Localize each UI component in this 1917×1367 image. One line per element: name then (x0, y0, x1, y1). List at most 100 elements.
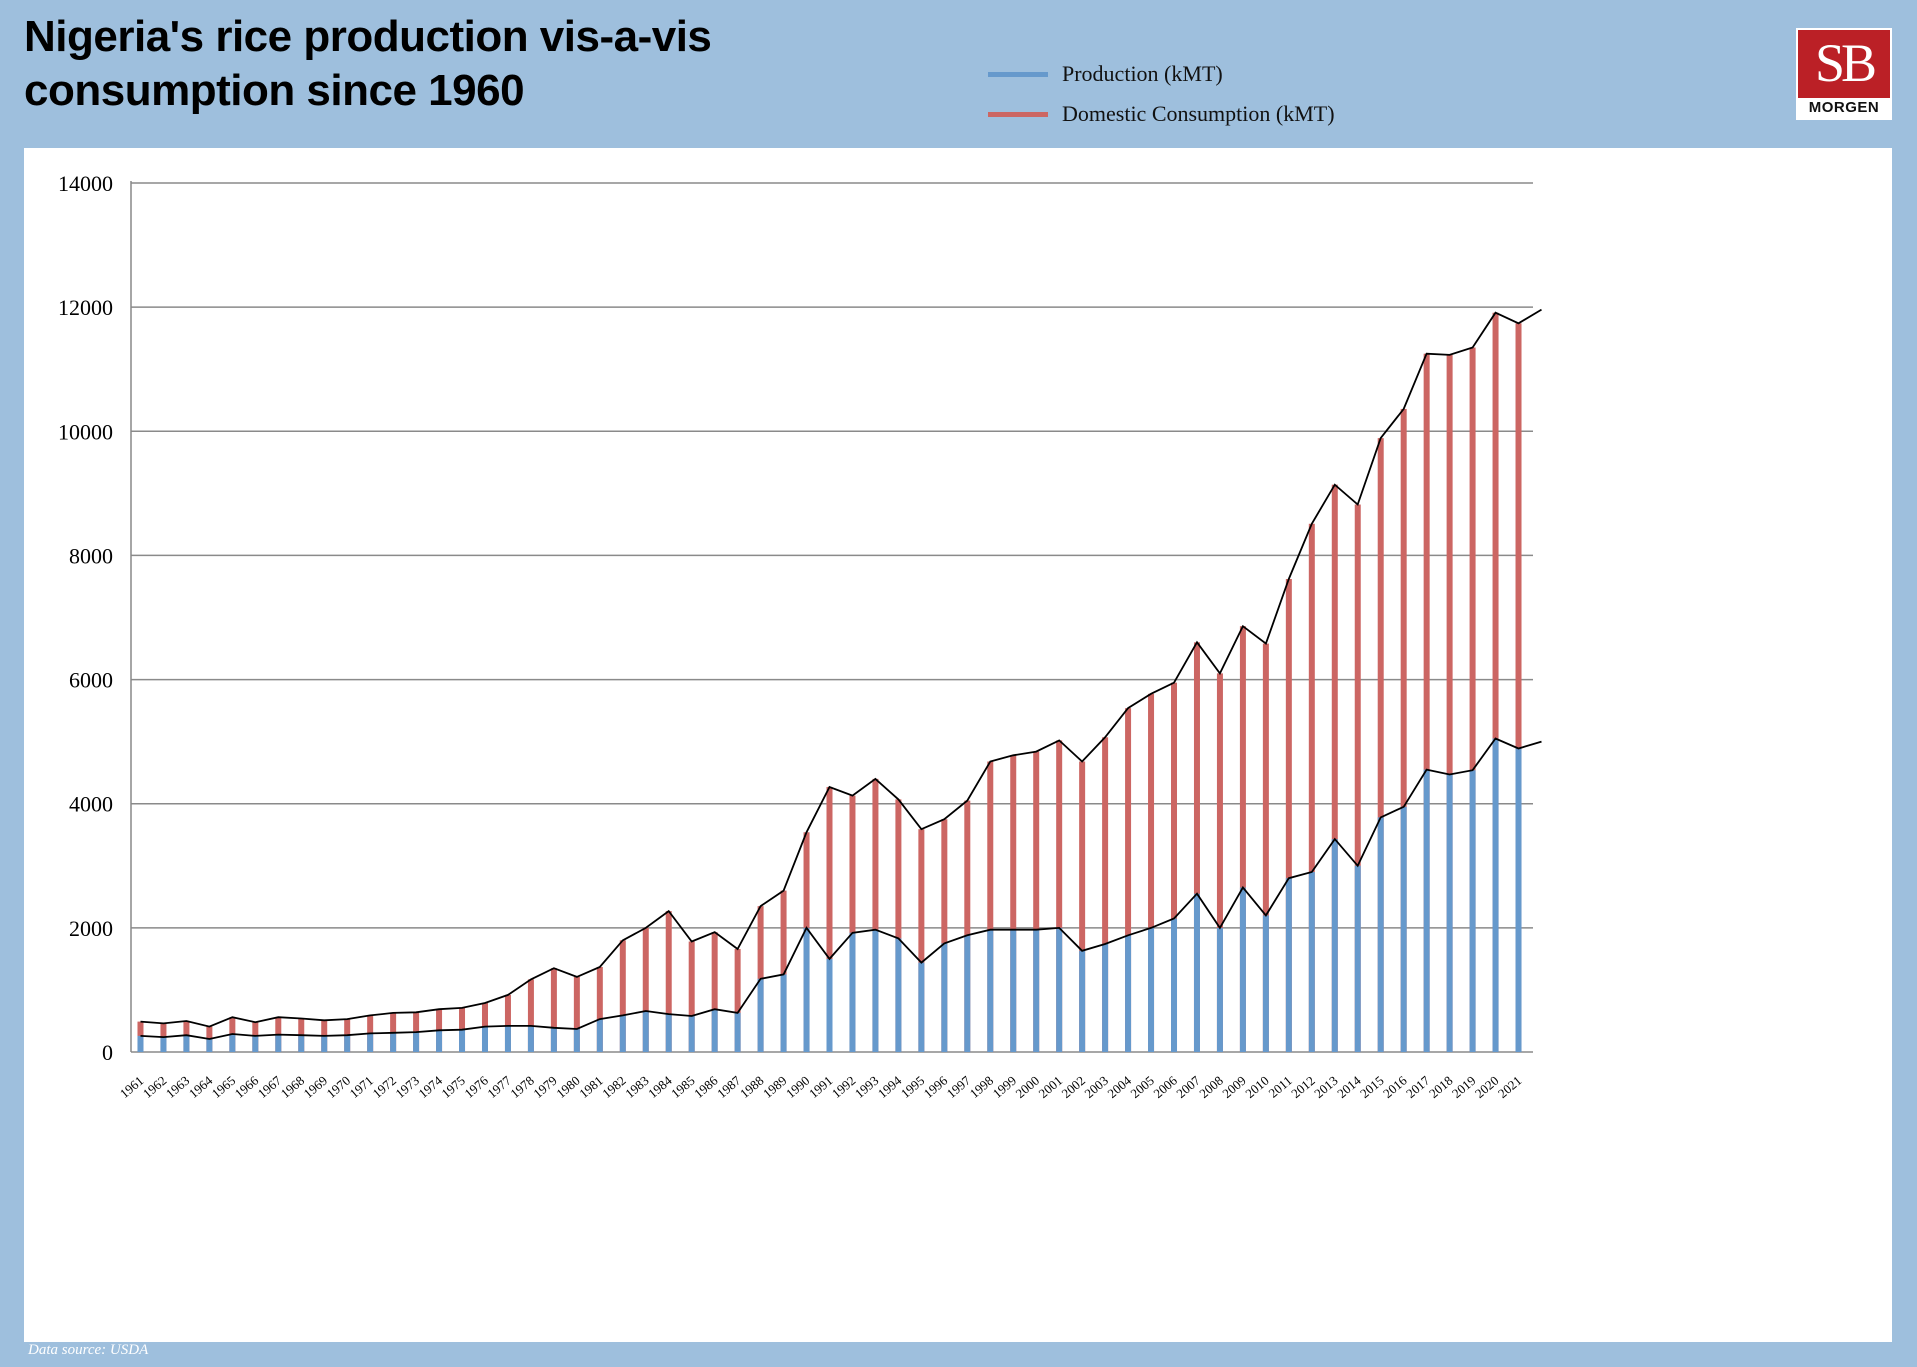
y-tick-label: 8000 (69, 543, 113, 568)
bar-production (1033, 929, 1040, 1052)
bar-production (1010, 929, 1017, 1052)
bar-consumption (642, 927, 649, 1052)
bar-production (413, 1032, 420, 1052)
bar-production (964, 935, 971, 1052)
y-tick-label: 4000 (69, 792, 113, 817)
bar-consumption (1148, 693, 1155, 1052)
bar-consumption (1033, 751, 1040, 1052)
bar-consumption (550, 968, 557, 1052)
y-tick-label: 0 (102, 1040, 113, 1065)
bar-consumption (1010, 755, 1017, 1052)
bar-production (849, 932, 856, 1052)
bar-production (642, 1011, 649, 1052)
bar-production (1446, 774, 1453, 1052)
bar-production (1469, 770, 1476, 1052)
bar-consumption (1056, 740, 1063, 1052)
bar-production (367, 1033, 374, 1052)
legend-label-production: Production (kMT) (1062, 61, 1223, 86)
bar-consumption (1423, 353, 1430, 1052)
bar-consumption (1308, 523, 1315, 1052)
bar-production (1308, 871, 1315, 1052)
bar-consumption (1377, 438, 1384, 1052)
bar-production (1079, 950, 1086, 1052)
bar-production (757, 978, 764, 1052)
bar-production (688, 1015, 695, 1052)
bar-production (160, 1037, 167, 1052)
bar-production (780, 974, 787, 1052)
bar-consumption (1515, 323, 1522, 1052)
bar-consumption (711, 932, 718, 1052)
bar-consumption (987, 761, 994, 1052)
bar-production (1125, 935, 1132, 1052)
bar-consumption (1262, 643, 1269, 1052)
line-production (140, 737, 1542, 1040)
bar-production (711, 1009, 718, 1052)
bar-consumption (849, 795, 856, 1052)
bar-consumption (1446, 354, 1453, 1052)
bar-production (1216, 927, 1223, 1052)
bar-production (527, 1025, 534, 1052)
bar-consumption (665, 911, 672, 1052)
bar-consumption (1239, 626, 1246, 1052)
bar-production (298, 1035, 305, 1052)
chart-title: Nigeria's rice production vis-a-vis cons… (24, 10, 712, 118)
bar-consumption (941, 819, 948, 1052)
bar-production (481, 1026, 488, 1052)
x-tick-label: 2021 (1495, 1073, 1525, 1101)
bar-consumption (872, 778, 879, 1052)
bar-production (1285, 878, 1292, 1052)
bar-production (1171, 918, 1178, 1052)
legend: Production (kMT) Domestic Consumption (k… (988, 54, 1335, 134)
bar-production (941, 943, 948, 1052)
bar-consumption (527, 979, 534, 1052)
y-tick-label: 12000 (58, 295, 113, 320)
data-source-note: Data source: USDA (28, 1342, 149, 1358)
y-tick-label: 6000 (69, 668, 113, 693)
bar-production (734, 1012, 741, 1052)
bar-production (1423, 769, 1430, 1052)
line-consumption (140, 308, 1542, 1028)
bar-production (390, 1032, 397, 1052)
bar-consumption (1171, 682, 1178, 1052)
bar-production (321, 1035, 328, 1052)
bar-production (803, 927, 810, 1052)
bar-production (344, 1035, 351, 1052)
bar-production (596, 1019, 603, 1052)
bar-consumption (1125, 708, 1132, 1052)
bar-production (1102, 943, 1109, 1052)
bar-production (987, 929, 994, 1052)
bar-production (229, 1033, 236, 1052)
chart-canvas: 0200040006000800010000120001400019611962… (58, 171, 1542, 1101)
legend-swatch-consumption (988, 111, 1048, 117)
bar-production (619, 1015, 626, 1052)
chart-title-line2: consumption since 1960 (24, 66, 525, 115)
bar-consumption (964, 800, 971, 1052)
bar-consumption (1492, 312, 1499, 1053)
logo-mark: SB (1814, 33, 1877, 93)
bar-production (1148, 927, 1155, 1052)
legend-label-consumption: Domestic Consumption (kMT) (1062, 101, 1335, 126)
bar-production (504, 1025, 511, 1052)
bar-consumption (596, 966, 603, 1052)
bar-consumption (780, 890, 787, 1052)
bar-production (550, 1027, 557, 1052)
bar-production (1193, 893, 1200, 1052)
bar-consumption (895, 799, 902, 1052)
bar-production (1262, 915, 1269, 1052)
bar-production (137, 1035, 144, 1052)
bar-consumption (504, 994, 511, 1052)
bar-consumption (1079, 761, 1086, 1052)
bar-consumption (688, 941, 695, 1052)
bar-consumption (1400, 408, 1407, 1052)
legend-item-consumption[interactable]: Domestic Consumption (kMT) (988, 94, 1335, 134)
legend-swatch-production (988, 71, 1048, 77)
bar-consumption (734, 948, 741, 1052)
logo-subtext: MORGEN (1798, 98, 1890, 118)
y-tick-label: 14000 (58, 171, 113, 196)
bar-production (252, 1035, 259, 1052)
legend-item-production[interactable]: Production (kMT) (988, 54, 1335, 94)
bar-production (872, 929, 879, 1052)
bar-production (1492, 738, 1499, 1052)
bar-production (436, 1030, 443, 1052)
bar-production (895, 938, 902, 1052)
